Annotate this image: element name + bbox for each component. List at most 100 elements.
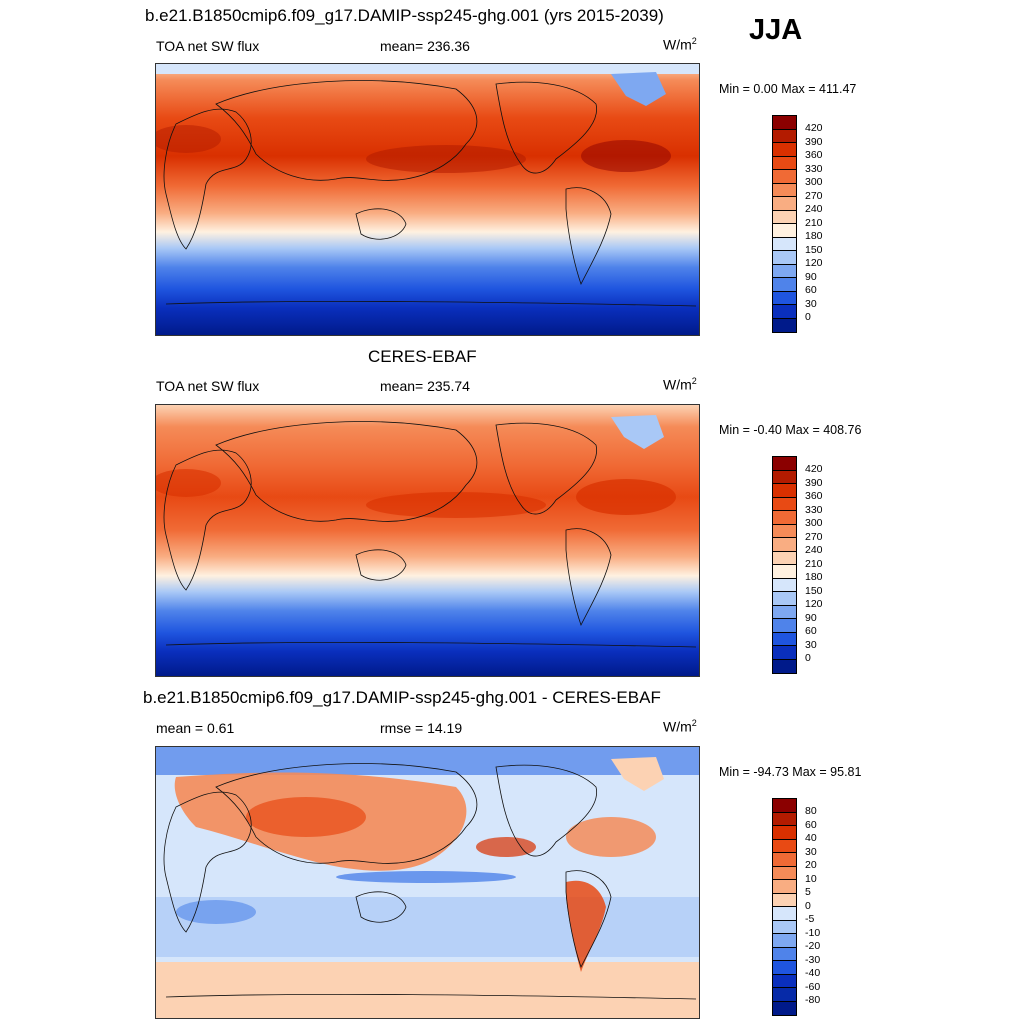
colorbar-box [773, 893, 796, 907]
panel3-rmse-label: rmse = 14.19 [380, 720, 463, 736]
colorbar-tick-label: 240 [805, 203, 823, 215]
colorbar-tick-label: -60 [805, 980, 821, 993]
panel1-colorbar [772, 115, 797, 333]
panel2-units: W/m2 [663, 376, 697, 393]
colorbar-box [773, 907, 796, 921]
colorbar-box [773, 988, 796, 1002]
colorbar-tick-label: 360 [805, 490, 823, 502]
colorbar-box [773, 866, 796, 880]
colorbar-tick-label: 240 [805, 544, 823, 556]
colorbar-box [773, 853, 796, 867]
colorbar-tick-label: -10 [805, 926, 821, 939]
colorbar-box [773, 511, 796, 525]
colorbar-box [773, 251, 796, 265]
colorbar-box [773, 457, 796, 471]
colorbar-box [773, 224, 796, 238]
panel2-title: CERES-EBAF [368, 347, 477, 366]
colorbar-box [773, 920, 796, 934]
colorbar-box [773, 605, 796, 619]
colorbar-box [773, 632, 796, 646]
panel2-map [155, 404, 700, 677]
colorbar-box [773, 470, 796, 484]
colorbar-box [773, 116, 796, 130]
colorbar-tick-label: 5 [805, 886, 811, 898]
colorbar-box [773, 278, 796, 292]
colorbar-box [773, 812, 796, 826]
colorbar-tick-label: 360 [805, 149, 823, 161]
colorbar-tick-label: 60 [805, 625, 817, 637]
colorbar-box [773, 237, 796, 251]
panel2-colorbar [772, 456, 797, 674]
colorbar-tick-label: 390 [805, 135, 823, 148]
colorbar-box [773, 524, 796, 538]
panel1-minmax: Min = 0.00 Max = 411.47 [719, 82, 857, 96]
colorbar-box [773, 799, 796, 813]
colorbar-tick-label: 90 [805, 611, 817, 624]
colorbar-tick-label: 60 [805, 818, 817, 831]
colorbar-box [773, 143, 796, 157]
panel2-mean-label: mean= 235.74 [380, 378, 470, 394]
colorbar-tick-label: 180 [805, 230, 823, 242]
colorbar-box [773, 947, 796, 961]
season-label: JJA [749, 14, 803, 46]
colorbar-tick-label: 60 [805, 284, 817, 296]
colorbar-tick-label: 0 [805, 652, 811, 664]
colorbar-tick-label: 120 [805, 257, 823, 269]
panel2-variable-label: TOA net SW flux [156, 378, 260, 394]
panel3-colorbar [772, 798, 797, 1016]
colorbar-box [773, 974, 796, 988]
colorbar-tick-label: 330 [805, 162, 823, 175]
colorbar-tick-label: 0 [805, 899, 811, 912]
colorbar-box [773, 129, 796, 143]
colorbar-box [773, 170, 796, 184]
colorbar-box [773, 839, 796, 853]
colorbar-box [773, 264, 796, 278]
colorbar-box [773, 1001, 796, 1015]
colorbar-tick-label: 300 [805, 176, 823, 188]
colorbar-tick-label: 20 [805, 859, 817, 871]
panel3-minmax: Min = -94.73 Max = 95.81 [719, 765, 862, 779]
colorbar-tick-label: -5 [805, 913, 815, 925]
colorbar-box [773, 619, 796, 633]
colorbar-box [773, 291, 796, 305]
colorbar-tick-label: -20 [805, 940, 821, 952]
panel3-mean-label: mean = 0.61 [156, 720, 235, 736]
colorbar-box [773, 880, 796, 894]
colorbar-box [773, 318, 796, 332]
colorbar-tick-label: 300 [805, 517, 823, 529]
colorbar-tick-label: 270 [805, 530, 823, 543]
colorbar-box [773, 961, 796, 975]
colorbar-tick-label: 270 [805, 189, 823, 202]
panel3-units: W/m2 [663, 718, 697, 735]
colorbar-tick-label: 0 [805, 311, 811, 323]
colorbar-tick-label: 180 [805, 571, 823, 583]
colorbar-tick-label: -80 [805, 994, 821, 1006]
colorbar-box [773, 484, 796, 498]
colorbar-box [773, 183, 796, 197]
colorbar-tick-label: 150 [805, 243, 823, 256]
panel2-minmax: Min = -0.40 Max = 408.76 [719, 423, 862, 437]
colorbar-tick-label: 90 [805, 270, 817, 283]
colorbar-box [773, 210, 796, 224]
colorbar-tick-label: 30 [805, 845, 817, 858]
colorbar-box [773, 646, 796, 660]
colorbar-tick-label: 420 [805, 463, 823, 475]
colorbar-tick-label: 390 [805, 476, 823, 489]
panel1-units: W/m2 [663, 36, 697, 53]
colorbar-box [773, 551, 796, 565]
colorbar-tick-label: 150 [805, 584, 823, 597]
colorbar-box [773, 826, 796, 840]
colorbar-tick-label: 420 [805, 122, 823, 134]
colorbar-box [773, 934, 796, 948]
colorbar-tick-label: 10 [805, 872, 817, 885]
panel3-title: b.e21.B1850cmip6.f09_g17.DAMIP-ssp245-gh… [143, 688, 661, 707]
colorbar-box [773, 592, 796, 606]
colorbar-box [773, 497, 796, 511]
colorbar-box [773, 156, 796, 170]
colorbar-tick-label: 80 [805, 805, 817, 817]
colorbar-tick-label: -40 [805, 967, 821, 979]
colorbar-tick-label: 210 [805, 216, 823, 229]
panel1-greenland-shape [611, 72, 666, 106]
panel1-map [155, 63, 700, 336]
colorbar-box [773, 565, 796, 579]
